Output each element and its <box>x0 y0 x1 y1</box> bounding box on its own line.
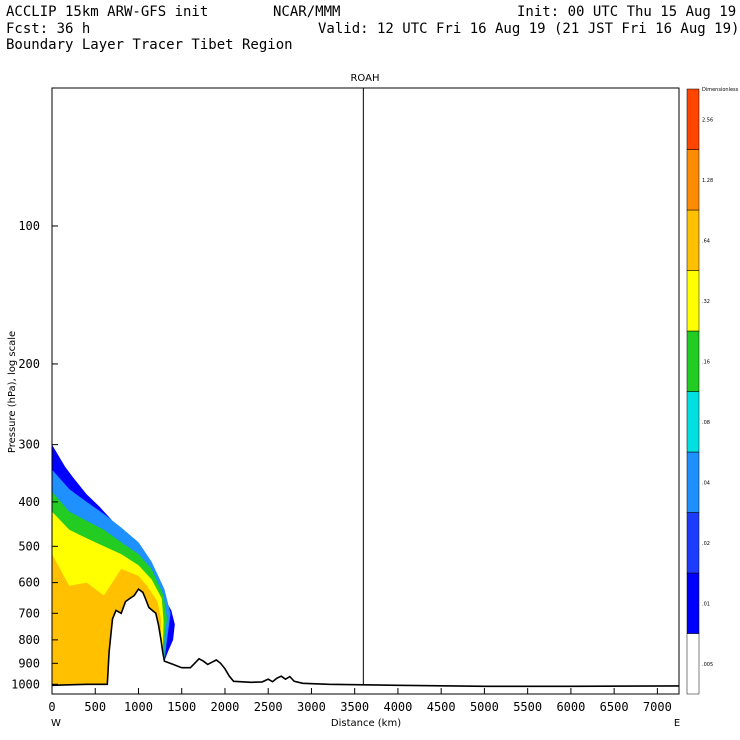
colorbar-tick-label: .04 <box>702 480 710 486</box>
colorbar-swatch <box>686 633 700 695</box>
x-tick-label: 6500 <box>600 700 629 714</box>
tracer-fill-layers <box>52 444 175 686</box>
y-tick-label: 400 <box>18 495 40 509</box>
x-tick-label: 6000 <box>556 700 585 714</box>
header-model-label: ACCLIP 15km ARW-GFS init <box>6 4 208 20</box>
colorbar-swatch <box>686 270 700 332</box>
x-tick-label: 2000 <box>211 700 240 714</box>
y-tick-label: 700 <box>18 606 40 620</box>
x-tick-label: 4500 <box>427 700 456 714</box>
colorbar-swatch <box>686 572 700 634</box>
colorbar-swatch <box>686 330 700 392</box>
y-tick-label: 800 <box>18 633 40 647</box>
terrain-line <box>51 587 680 688</box>
colorbar-swatch <box>686 88 700 150</box>
y-tick-label: 200 <box>18 357 40 371</box>
y-tick-label: 500 <box>18 539 40 553</box>
colorbar: .005 .01 .02 .04 .08 .16 .32 .64 1.28 2.56 <box>686 88 713 695</box>
colorbar-tick-label: .32 <box>702 299 710 305</box>
header-org-label: NCAR/MMM <box>273 4 340 20</box>
x-axis-ticks: 0 500 1000 1500 2000 2500 3000 3500 4000 4500 5000… <box>48 688 672 714</box>
y-tick-label: 100 <box>18 219 40 233</box>
y-tick-label: 900 <box>18 656 40 670</box>
colorbar-swatch <box>686 209 700 271</box>
header-forecast-hour: Fcst: 36 h <box>6 21 90 37</box>
colorbar-swatch <box>686 391 700 453</box>
x-tick-label: 1500 <box>167 700 196 714</box>
colorbar-tick-label: .005 <box>702 662 713 668</box>
header-init-time: Init: 00 UTC Thu 15 Aug 19 <box>517 4 736 20</box>
y-tick-label: 300 <box>18 438 40 452</box>
x-axis-west-label: W <box>51 718 61 729</box>
colorbar-tick-label: .08 <box>702 420 710 426</box>
header-valid-time: Valid: 12 UTC Fri 16 Aug 19 (21 JST Fri … <box>318 21 739 37</box>
x-tick-label: 2500 <box>254 700 283 714</box>
colorbar-swatch <box>686 149 700 211</box>
header-field-name: Boundary Layer Tracer Tibet Region <box>6 37 293 53</box>
colorbar-tick-label: .16 <box>702 359 710 365</box>
x-tick-label: 0 <box>48 700 55 714</box>
tracer-layer-4 <box>52 554 161 686</box>
y-axis-label: Pressure (hPa), log scale <box>7 331 18 453</box>
x-tick-label: 3000 <box>297 700 326 714</box>
x-tick-label: 7000 <box>643 700 672 714</box>
x-tick-label: 5000 <box>470 700 499 714</box>
x-tick-label: 5500 <box>513 700 542 714</box>
colorbar-swatch <box>686 512 700 574</box>
y-tick-label: 1000 <box>11 677 40 691</box>
colorbar-tick-label: 2.56 <box>702 117 713 123</box>
x-tick-label: 500 <box>84 700 106 714</box>
colorbar-swatch <box>686 451 700 513</box>
chart-title: ROAH <box>350 73 379 84</box>
colorbar-tick-label: 1.28 <box>702 178 713 184</box>
x-tick-label: 3500 <box>340 700 369 714</box>
colorbar-tick-label: .64 <box>702 238 710 244</box>
x-tick-label: 1000 <box>124 700 153 714</box>
x-axis-label: Distance (km) <box>331 718 401 729</box>
colorbar-tick-label: .01 <box>702 601 710 607</box>
plot-frame <box>51 87 680 695</box>
y-axis-ticks: 100 200 300 400 500 600 700 800 900 1000 <box>11 219 58 691</box>
x-axis-east-label: E <box>674 718 680 729</box>
x-tick-label: 4000 <box>383 700 412 714</box>
y-tick-label: 600 <box>18 576 40 590</box>
colorbar-tick-label: .02 <box>702 541 710 547</box>
colorbar-units-label: Dimensionless <box>702 87 739 93</box>
